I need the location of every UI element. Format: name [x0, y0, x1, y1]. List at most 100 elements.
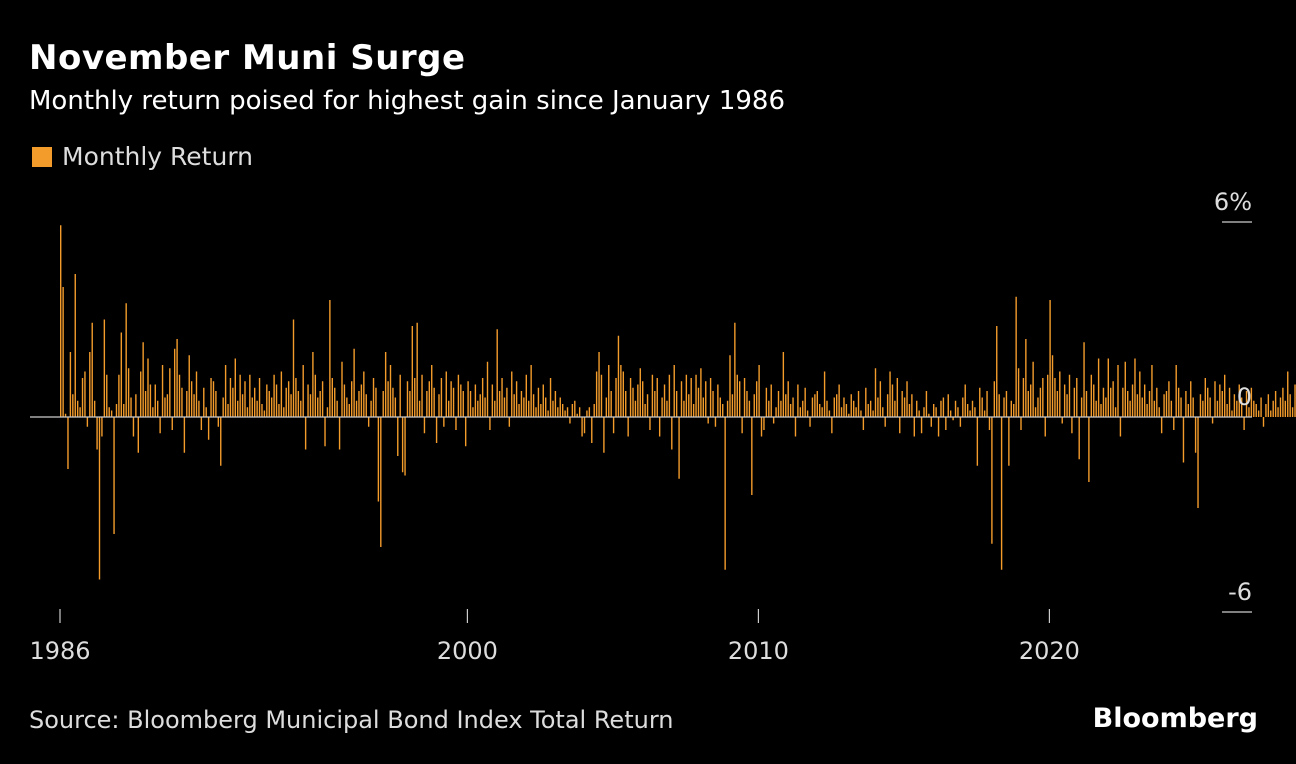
bar [351, 381, 353, 417]
bar [67, 417, 69, 469]
bar [765, 387, 768, 417]
bar [874, 368, 877, 417]
bar [367, 417, 370, 427]
bar [583, 417, 586, 434]
bar [554, 391, 557, 417]
bar [819, 404, 821, 417]
y-tick-label: -6 [1228, 578, 1252, 606]
bar [1146, 404, 1148, 417]
bar [1105, 397, 1107, 417]
bar [283, 407, 285, 417]
bar [920, 417, 923, 434]
bar [312, 352, 314, 417]
bar [566, 407, 569, 417]
bar [348, 404, 350, 417]
bar [719, 397, 721, 417]
bar [295, 378, 297, 417]
bar [937, 417, 940, 437]
chart-title: November Muni Surge [29, 38, 466, 78]
bar [1013, 404, 1015, 417]
bar [964, 384, 966, 417]
bar [722, 404, 724, 417]
bar [118, 374, 120, 417]
bar [84, 371, 86, 417]
bar [457, 374, 460, 417]
x-tick-label: 1986 [29, 637, 90, 665]
bar [1209, 397, 1211, 417]
bar [632, 387, 634, 417]
bar [734, 322, 736, 417]
bar [1177, 387, 1180, 417]
bar [62, 287, 64, 417]
bar [700, 368, 702, 417]
bar [1030, 384, 1032, 417]
bar [416, 322, 418, 417]
bar [1240, 397, 1243, 417]
bar [1160, 417, 1163, 434]
bar [571, 404, 574, 417]
bar [991, 417, 993, 544]
bar [1010, 400, 1012, 417]
bar [688, 394, 690, 417]
bar [1231, 410, 1233, 417]
bar [256, 400, 258, 417]
bar [1228, 387, 1231, 417]
bar [290, 394, 292, 417]
bar [171, 417, 173, 430]
y-tick-label: 6% [1214, 188, 1252, 216]
bar [251, 397, 253, 417]
bar [1219, 384, 1221, 417]
bar [743, 378, 746, 417]
bar [794, 417, 797, 437]
bar [508, 417, 511, 427]
bar [940, 400, 942, 417]
bar [431, 365, 433, 417]
bar [542, 384, 544, 417]
bar [1059, 371, 1061, 417]
legend-label: Monthly Return [62, 142, 254, 171]
bar [806, 410, 809, 417]
bar [656, 378, 658, 417]
bar [627, 417, 629, 437]
bar [421, 374, 423, 417]
bar [603, 417, 605, 453]
bar [501, 378, 503, 417]
bar [1037, 397, 1039, 417]
bar [552, 400, 554, 417]
bar [1095, 400, 1097, 417]
bar [976, 417, 979, 466]
bar [564, 410, 566, 417]
bar [1039, 387, 1042, 417]
bar [916, 400, 918, 417]
bar [166, 394, 169, 417]
bar [494, 400, 496, 417]
bar [1117, 365, 1119, 417]
bar [1270, 410, 1272, 417]
bar [908, 404, 911, 417]
bar [411, 326, 414, 417]
bar [72, 394, 74, 417]
bar [959, 417, 962, 427]
bar [278, 404, 280, 417]
bar [799, 407, 802, 417]
bar [1151, 365, 1153, 417]
bar [1107, 358, 1109, 417]
bar [671, 417, 673, 450]
bar [285, 387, 287, 417]
bar [69, 352, 72, 417]
bar [644, 404, 646, 417]
bar [455, 417, 457, 430]
bar [372, 378, 375, 417]
bar [1088, 417, 1090, 482]
bar [1153, 400, 1156, 417]
bar [74, 274, 76, 417]
bar [724, 417, 726, 570]
bar [203, 387, 205, 417]
bar [877, 397, 879, 417]
bar [857, 391, 860, 417]
bar [1250, 387, 1253, 417]
bar [1063, 384, 1066, 417]
bar [263, 410, 266, 417]
bar [1211, 417, 1214, 424]
bar [729, 355, 731, 417]
